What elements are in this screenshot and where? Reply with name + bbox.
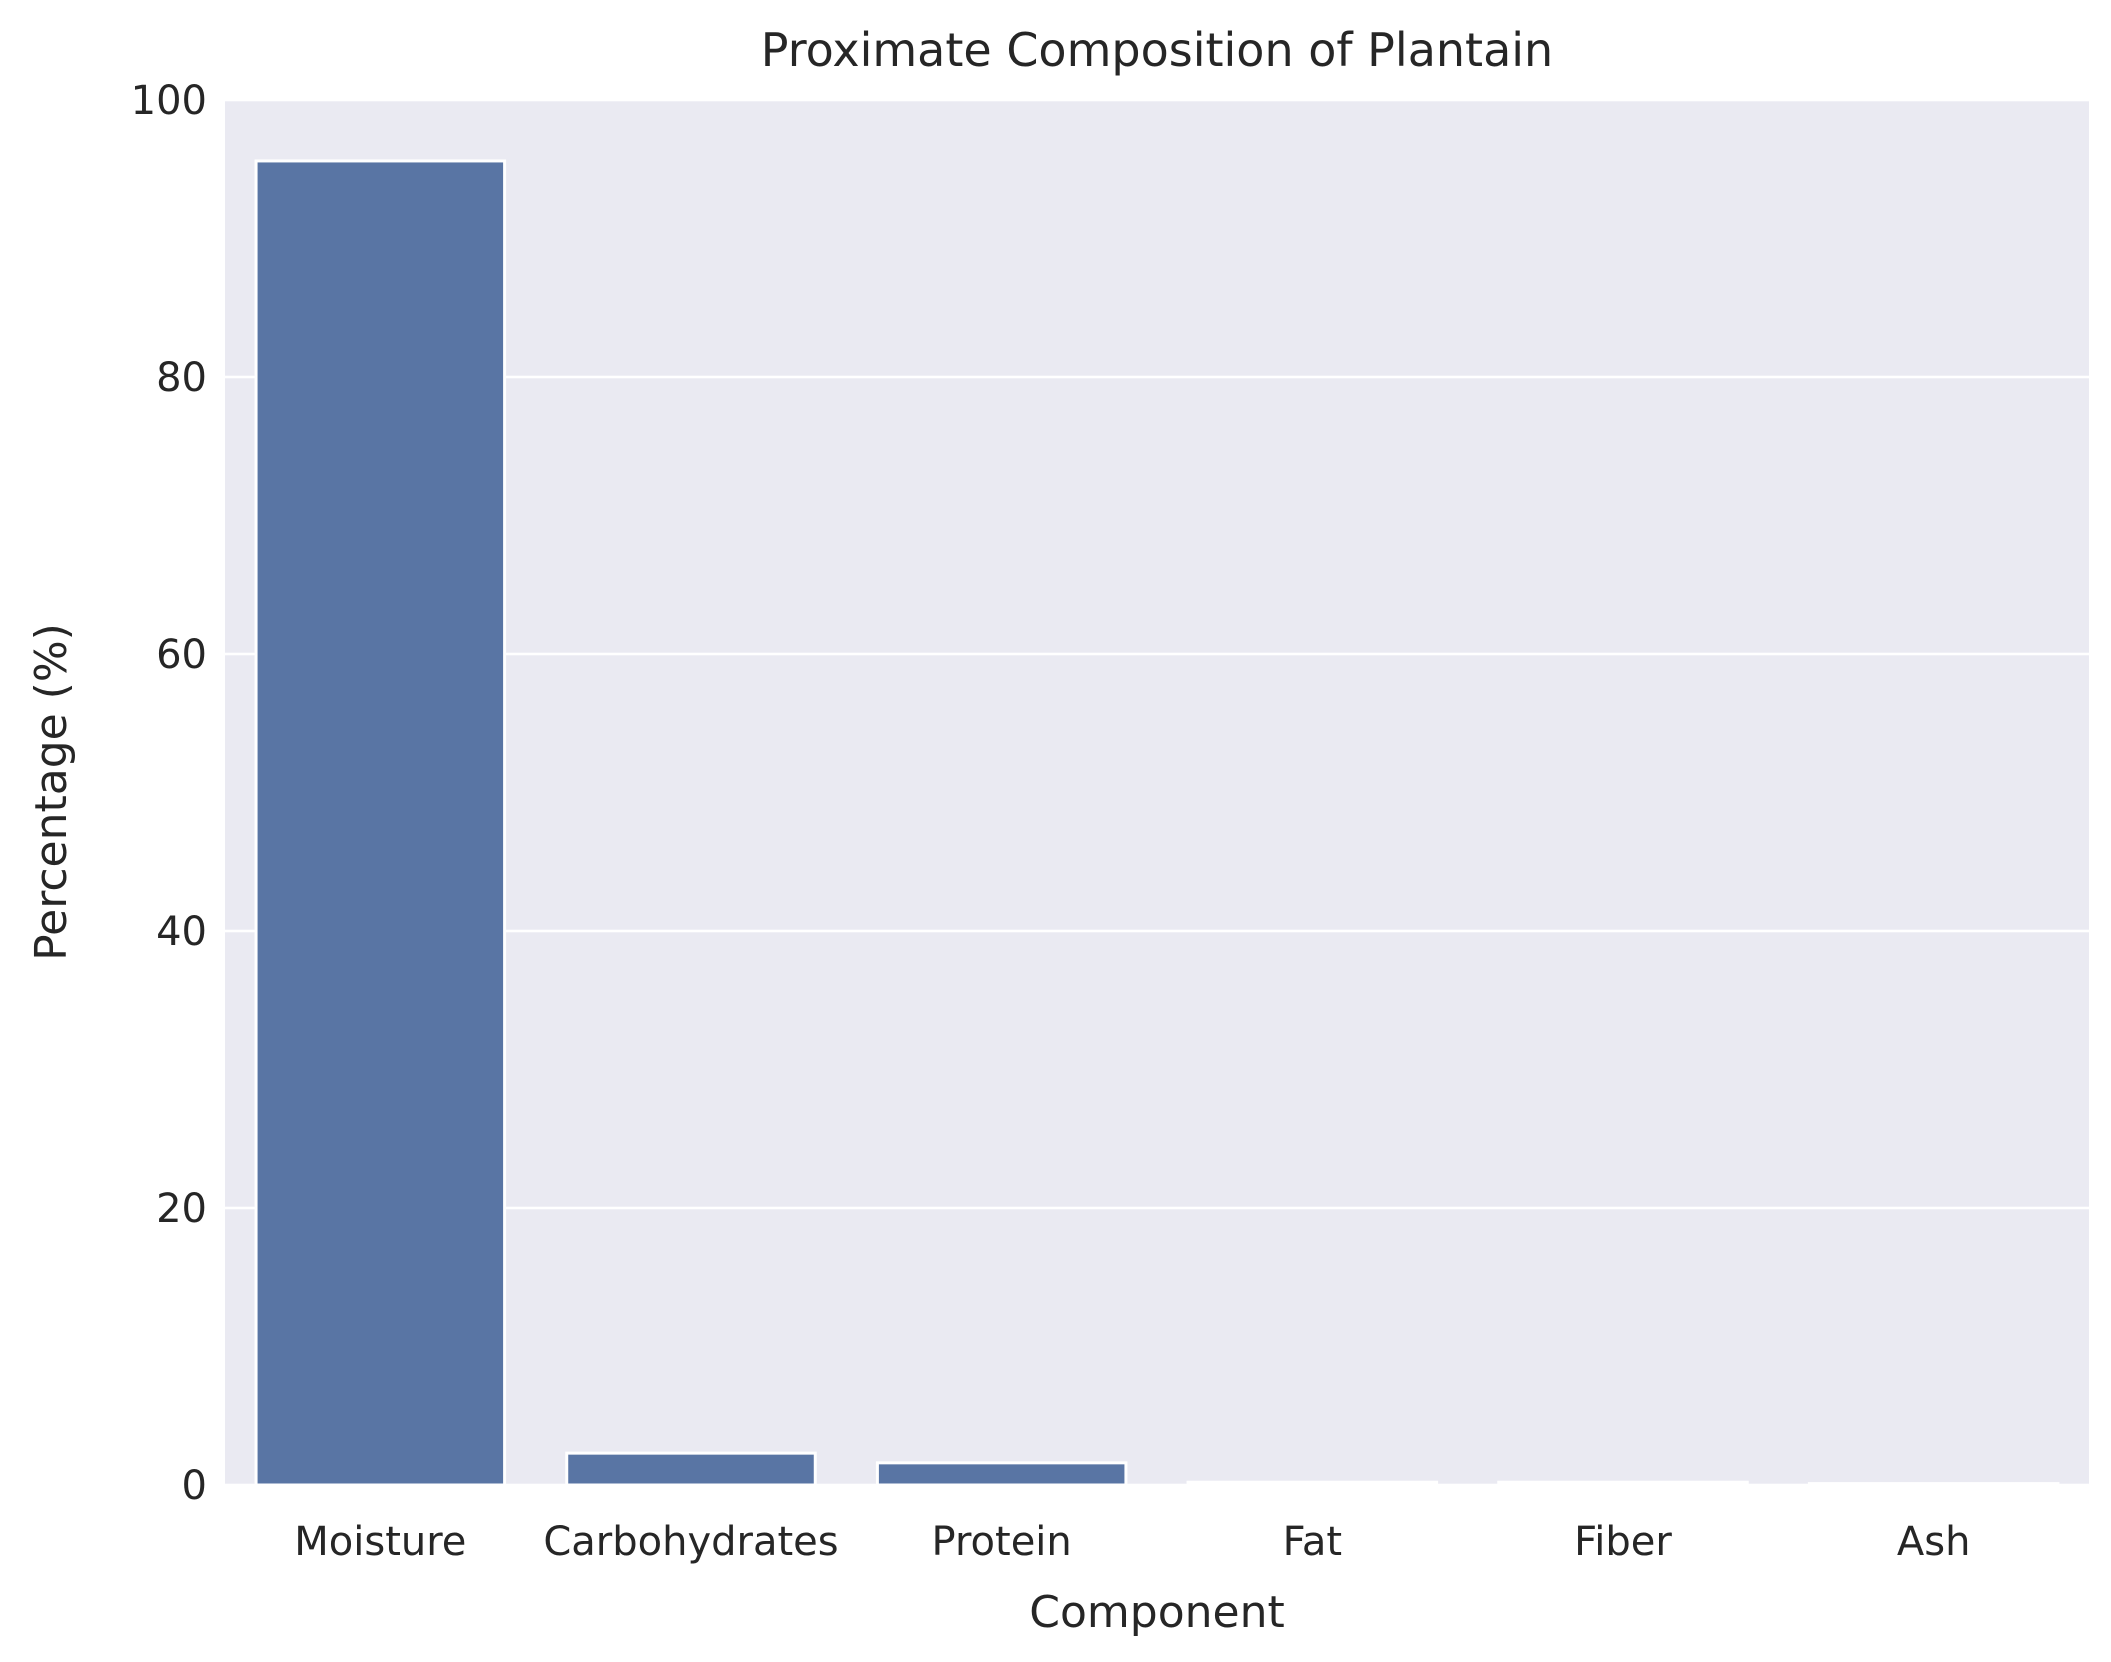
- bar-protein: [875, 1461, 1128, 1487]
- bar-carbohydrates: [565, 1451, 817, 1487]
- y-tick-label-4: 80: [156, 355, 207, 401]
- x-tick-label-protein: Protein: [932, 1519, 1072, 1565]
- bar-moisture: [254, 159, 507, 1487]
- x-axis-label: Component: [1029, 1587, 1284, 1638]
- y-tick-label-3: 60: [156, 632, 207, 678]
- x-tick-label-ash: Ash: [1897, 1519, 1971, 1565]
- bar-fat: [1186, 1480, 1439, 1487]
- y-tick-label-2: 40: [156, 909, 207, 955]
- plot-background: [225, 100, 2089, 1485]
- bar-fiber: [1497, 1480, 1749, 1487]
- bars: [254, 159, 2060, 1487]
- y-tick-label-5: 100: [131, 78, 207, 124]
- y-tick-labels: 0 20 40 60 80 100: [131, 78, 207, 1509]
- x-tick-label-moisture: Moisture: [294, 1519, 466, 1565]
- chart-title: Proximate Composition of Plantain: [761, 23, 1553, 77]
- bar-ash: [1807, 1482, 2060, 1487]
- x-tick-label-fiber: Fiber: [1574, 1519, 1672, 1565]
- x-tick-label-carbohydrates: Carbohydrates: [543, 1519, 838, 1565]
- y-axis-label: Percentage (%): [26, 623, 77, 961]
- gridlines: [225, 98, 2089, 1487]
- x-tick-label-fat: Fat: [1283, 1519, 1343, 1565]
- y-tick-label-0: 0: [182, 1463, 207, 1509]
- y-tick-label-1: 20: [156, 1186, 207, 1232]
- x-tick-labels: Moisture Carbohydrates Protein Fat Fiber Ash: [294, 1519, 1970, 1565]
